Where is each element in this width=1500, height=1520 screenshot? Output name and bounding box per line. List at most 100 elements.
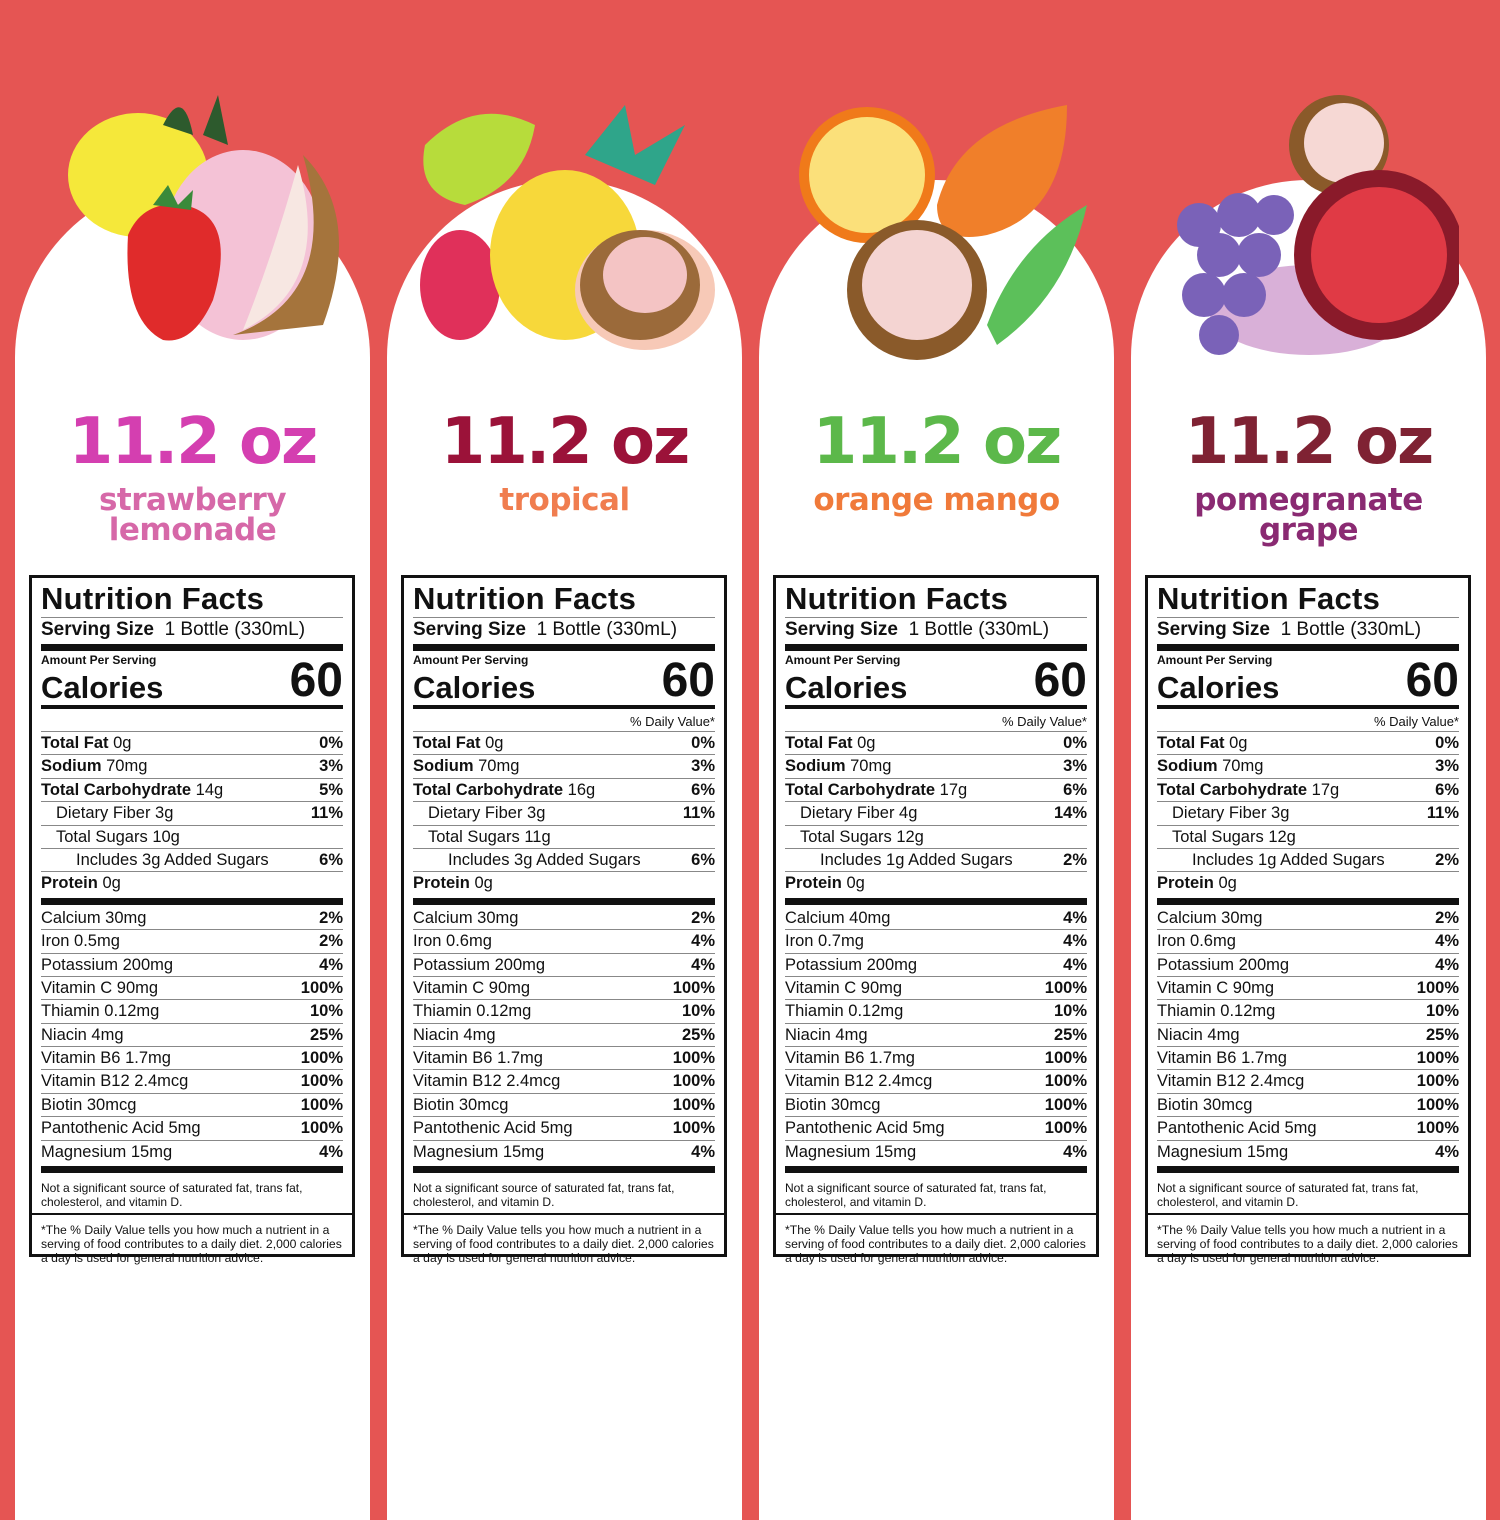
nutrient-row: Total Fat 0g 0%	[41, 732, 343, 756]
micronutrient-row: Calcium 30mg 2%	[41, 907, 343, 931]
nutrient-label: Total Fat 0g	[785, 732, 875, 754]
nutrient-row: Total Fat 0g 0%	[785, 732, 1087, 756]
daily-value: 25%	[1425, 1025, 1459, 1044]
micronutrient-label: Niacin 4mg	[1157, 1025, 1240, 1044]
daily-value-footnote: *The % Daily Value tells you how much a …	[404, 1213, 724, 1265]
serving-size: Serving Size 1 Bottle (330mL)	[1157, 618, 1459, 642]
nutrient-name: Sodium	[41, 757, 102, 776]
daily-value: 10%	[681, 1002, 715, 1021]
calories-label: Calories	[41, 670, 164, 705]
micronutrient-row: Calcium 30mg 2%	[1157, 907, 1459, 931]
micronutrient-row: Pantothenic Acid 5mg 100%	[1157, 1117, 1459, 1141]
daily-value: 100%	[300, 978, 343, 997]
micronutrient-row: Vitamin B12 2.4mcg 100%	[41, 1070, 343, 1094]
daily-value: 4%	[1435, 1142, 1459, 1161]
daily-value: 0%	[1063, 734, 1087, 752]
micronutrient-label: Biotin 30mcg	[785, 1095, 881, 1114]
flavor-name-line: orange mango	[813, 482, 1060, 518]
divider	[785, 897, 1087, 905]
flavor-name: strawberry lemonade	[15, 485, 370, 546]
divider	[41, 644, 343, 651]
nutrient-label: Sodium 70mg	[1157, 755, 1263, 777]
divider	[785, 705, 1087, 709]
micronutrient-row: Vitamin C 90mg 100%	[1157, 977, 1459, 1001]
micronutrient-row: Thiamin 0.12mg 10%	[785, 1000, 1087, 1024]
micronutrient-label: Biotin 30mcg	[41, 1095, 137, 1114]
nutrient-row: Total Sugars 12g	[785, 826, 1087, 849]
serving-size-value: 1 Bottle (330mL)	[1280, 619, 1422, 640]
micronutrient-label: Vitamin C 90mg	[1157, 978, 1275, 997]
nutrient-row: Dietary Fiber 3g 11%	[41, 802, 343, 826]
daily-value: 100%	[672, 1095, 715, 1114]
calories-value: 60	[289, 654, 343, 707]
nutrient-row: Includes 1g Added Sugars 2%	[1157, 849, 1459, 873]
nutrient-label: Sodium 70mg	[785, 755, 891, 777]
daily-value: 0%	[1435, 734, 1459, 752]
nutrient-label: Protein 0g	[1157, 872, 1237, 895]
nutrient-row: Total Fat 0g 0%	[413, 732, 715, 756]
not-significant-note: Not a significant source of saturated fa…	[413, 1181, 675, 1210]
daily-value: 100%	[300, 1095, 343, 1114]
daily-value: 10%	[1053, 1002, 1087, 1021]
nutrient-row: Dietary Fiber 3g 11%	[413, 802, 715, 826]
micronutrient-row: Niacin 4mg 25%	[785, 1024, 1087, 1048]
micronutrient-label: Iron 0.6mg	[413, 932, 492, 951]
micronutrient-row: Vitamin B6 1.7mg 100%	[785, 1047, 1087, 1071]
micronutrient-row: Magnesium 15mg 4%	[41, 1141, 343, 1164]
daily-value: 4%	[1063, 955, 1087, 974]
calories-row: Calories 60	[1157, 657, 1459, 705]
daily-value-footnote: *The % Daily Value tells you how much a …	[1148, 1213, 1468, 1265]
daily-value: 100%	[1416, 1095, 1459, 1114]
daily-value: 3%	[319, 757, 343, 776]
micronutrient-row: Iron 0.6mg 4%	[1157, 930, 1459, 954]
nutrient-row: Sodium 70mg 3%	[413, 755, 715, 779]
nutrient-row: Includes 3g Added Sugars 6%	[413, 849, 715, 873]
nutrient-amount: 0g	[846, 874, 865, 893]
micronutrient-label: Magnesium 15mg	[413, 1142, 545, 1161]
nutrient-label: Includes 3g Added Sugars	[76, 849, 269, 871]
nutrient-row: Total Carbohydrate 14g 5%	[41, 779, 343, 803]
micronutrient-row: Magnesium 15mg 4%	[785, 1141, 1087, 1164]
daily-value: 100%	[1044, 1072, 1087, 1091]
daily-value: 11%	[682, 804, 715, 823]
nutrient-name: Protein	[413, 874, 470, 893]
daily-value: 10%	[1425, 1002, 1459, 1021]
nutrition-facts-title: Nutrition Facts	[785, 581, 1087, 618]
serving-size-label: Serving Size	[1157, 619, 1270, 640]
micronutrient-label: Magnesium 15mg	[41, 1142, 173, 1161]
micronutrient-row: Potassium 200mg 4%	[41, 954, 343, 977]
nutrient-row: Total Carbohydrate 17g 6%	[1157, 779, 1459, 803]
daily-value: 2%	[319, 908, 343, 927]
nutrient-amount: 0g	[1218, 874, 1237, 893]
nutrient-name: Protein	[1157, 874, 1214, 893]
fruit-illustration-icon	[799, 105, 1087, 360]
micronutrient-row: Vitamin B6 1.7mg 100%	[1157, 1047, 1459, 1071]
nutrient-amount: 3g	[527, 804, 546, 823]
daily-value: 6%	[1435, 780, 1459, 799]
micronutrient-label: Biotin 30mcg	[413, 1095, 509, 1114]
serving-size-label: Serving Size	[413, 619, 526, 640]
nutrition-facts-label: Nutrition Facts Serving Size 1 Bottle (3…	[1145, 575, 1471, 1265]
micronutrient-row: Vitamin C 90mg 100%	[785, 977, 1087, 1001]
nutrient-name: Dietary Fiber	[800, 804, 895, 823]
nutrient-name: Total Sugars	[1172, 827, 1264, 846]
nutrient-label: Protein 0g	[785, 872, 865, 895]
daily-value: 11%	[310, 804, 343, 823]
bottle-size: 11.2 oz	[812, 405, 1062, 479]
amount-per-serving: Amount Per Serving	[41, 653, 157, 667]
calories-label: Calories	[413, 670, 536, 705]
micronutrient-label: Magnesium 15mg	[785, 1142, 917, 1161]
daily-value: 3%	[1435, 757, 1459, 776]
micronutrient-label: Potassium 200mg	[413, 955, 546, 974]
micronutrient-row: Pantothenic Acid 5mg 100%	[785, 1117, 1087, 1141]
daily-value: 100%	[672, 1119, 715, 1138]
nutrient-name: Total Fat	[1157, 734, 1225, 752]
micronutrient-row: Iron 0.6mg 4%	[413, 930, 715, 954]
nutrient-amount: 0g	[474, 874, 493, 893]
serving-size-label: Serving Size	[41, 619, 154, 640]
daily-value: 25%	[1053, 1025, 1087, 1044]
nutrient-name: Sodium	[1157, 757, 1218, 776]
daily-value: 100%	[672, 1049, 715, 1068]
micronutrient-row: Iron 0.5mg 2%	[41, 930, 343, 954]
daily-value: 100%	[1416, 1119, 1459, 1138]
